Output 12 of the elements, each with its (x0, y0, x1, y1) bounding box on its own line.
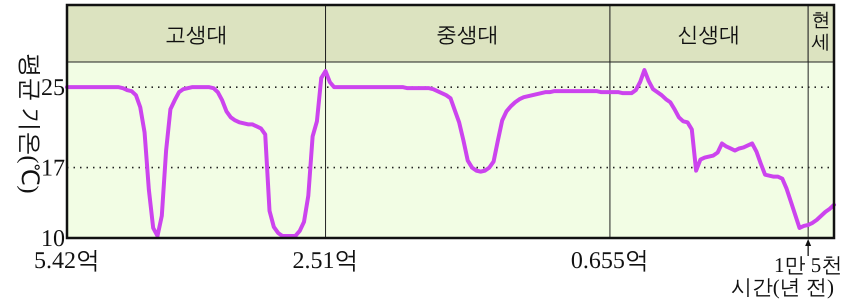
text: 신생대 (678, 22, 741, 46)
y-tick-label: 17 (41, 156, 65, 182)
x-axis-title: 시간(년 전) (730, 275, 834, 299)
y-axis-title: 평균 기온(℃) (16, 54, 42, 194)
x-tick-label: 1만 5천 (774, 253, 842, 277)
text: 현세 (812, 9, 831, 53)
text: 중생대 (436, 22, 500, 46)
text: 고생대 (164, 22, 228, 46)
x-tick-label: 2.51억 (292, 248, 359, 274)
y-tick-label: 25 (41, 75, 65, 102)
x-tick-label: 0.655억 (570, 248, 649, 274)
line-series (65, 68, 836, 238)
